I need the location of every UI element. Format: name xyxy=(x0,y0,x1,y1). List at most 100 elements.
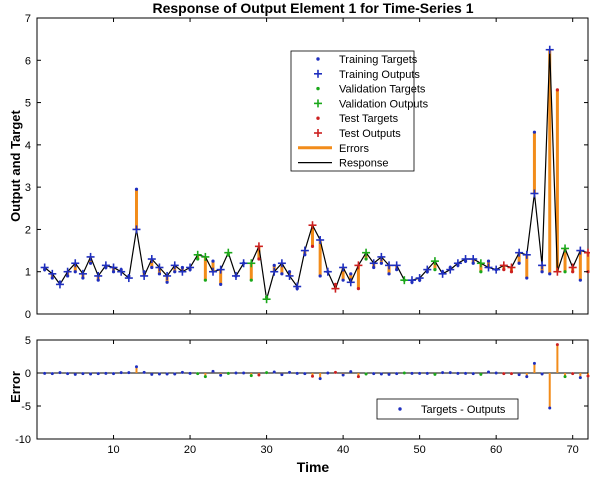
target-point-16 xyxy=(157,272,162,276)
output-marker-55 xyxy=(453,259,462,268)
error-point-33 xyxy=(288,370,292,374)
output-marker-36 xyxy=(308,221,317,230)
output-marker-72 xyxy=(584,248,590,257)
output-marker-61 xyxy=(499,261,508,270)
output-marker-12 xyxy=(124,274,133,283)
output-marker-34 xyxy=(293,282,302,291)
output-marker-14 xyxy=(140,271,149,280)
error-point-44 xyxy=(372,372,376,376)
output-marker-51 xyxy=(423,265,432,274)
target-point-64 xyxy=(525,276,529,280)
legend-marker-va-target xyxy=(316,86,320,91)
error-point-55 xyxy=(456,371,460,375)
error-point-11 xyxy=(119,371,123,375)
target-point-23 xyxy=(211,259,215,263)
target-point-32 xyxy=(280,272,284,276)
output-marker-5 xyxy=(71,259,80,268)
error-point-10 xyxy=(112,372,116,376)
error-point-59 xyxy=(487,370,491,374)
legend-marker-te-target xyxy=(316,116,320,120)
target-point-69 xyxy=(563,270,567,274)
output-marker-52 xyxy=(430,257,439,266)
error-y-tick-label: 5 xyxy=(25,335,31,347)
x-tick-label: 70 xyxy=(567,444,579,456)
target-point-66 xyxy=(540,270,544,274)
error-point-35 xyxy=(303,372,307,376)
error-point-24 xyxy=(219,373,223,377)
error-point-49 xyxy=(410,371,414,375)
output-marker-3 xyxy=(55,280,64,289)
legend-label: Training Targets xyxy=(339,54,418,66)
output-marker-25 xyxy=(224,248,233,257)
error-point-43 xyxy=(364,372,368,376)
output-marker-27 xyxy=(239,259,248,268)
output-marker-56 xyxy=(461,255,470,264)
error-y-tick-label: -5 xyxy=(21,401,31,413)
output-marker-21 xyxy=(193,250,202,259)
x-tick-label: 10 xyxy=(107,444,119,456)
error-point-18 xyxy=(173,372,177,376)
error-point-12 xyxy=(127,371,131,375)
output-marker-48 xyxy=(400,276,409,285)
target-point-59 xyxy=(486,259,491,263)
error-point-1 xyxy=(43,371,47,375)
error-chart: Error 50-5-10 10 20 30 40 50 60 70 Targets - O… xyxy=(8,335,590,475)
output-marker-58 xyxy=(476,259,485,268)
error-plot-frame xyxy=(36,339,589,440)
error-point-48 xyxy=(402,371,406,375)
error-point-25 xyxy=(226,371,230,375)
output-marker-33 xyxy=(285,271,294,280)
error-point-30 xyxy=(265,371,269,375)
x-axis-label: Time xyxy=(297,459,330,475)
main-y-tick-label: 6 xyxy=(25,55,31,67)
output-marker-1 xyxy=(40,263,49,272)
error-legend-marker xyxy=(398,407,402,411)
error-point-66 xyxy=(540,372,544,376)
output-marker-19 xyxy=(178,267,187,276)
main-legend: Training Targets Training Outputs Validati… xyxy=(290,50,429,172)
error-point-69 xyxy=(563,375,567,379)
output-marker-65 xyxy=(530,189,539,198)
legend-label: Response xyxy=(339,158,389,170)
error-point-70 xyxy=(571,372,575,376)
output-marker-69 xyxy=(561,244,570,253)
x-tick-label: 60 xyxy=(490,444,502,456)
error-point-56 xyxy=(464,371,468,375)
output-marker-47 xyxy=(392,261,401,270)
chart-title: Response of Output Element 1 for Time-Se… xyxy=(152,0,473,16)
output-marker-59 xyxy=(484,263,493,272)
main-y-tick-label: 1 xyxy=(25,267,31,279)
error-point-2 xyxy=(50,372,54,376)
target-point-67 xyxy=(548,272,552,276)
error-point-50 xyxy=(418,371,422,375)
target-point-24 xyxy=(219,282,223,286)
error-point-36 xyxy=(311,374,314,378)
error-point-45 xyxy=(379,372,383,376)
target-point-31 xyxy=(272,263,276,267)
legend-label: Validation Targets xyxy=(339,84,426,96)
target-point-13 xyxy=(134,187,139,191)
error-point-54 xyxy=(448,371,452,375)
error-point-15 xyxy=(150,372,154,376)
main-y-tick-label: 5 xyxy=(25,98,31,110)
legend-label: Training Outputs xyxy=(339,69,420,81)
error-y-axis-label: Error xyxy=(8,371,23,403)
error-point-63 xyxy=(517,373,521,377)
error-point-42 xyxy=(356,375,360,379)
error-point-9 xyxy=(104,371,108,375)
output-marker-68 xyxy=(553,267,562,276)
target-point-43 xyxy=(364,257,368,261)
output-marker-39 xyxy=(331,284,340,293)
output-marker-38 xyxy=(323,267,332,276)
main-y-ticks: 0 1 2 3 4 5 6 7 xyxy=(25,13,588,321)
output-marker-18 xyxy=(170,261,179,270)
output-marker-40 xyxy=(339,263,348,272)
target-point-65 xyxy=(532,130,537,134)
error-point-14 xyxy=(142,370,146,374)
target-point-46 xyxy=(387,272,391,276)
target-point-39 xyxy=(333,282,338,286)
output-marker-43 xyxy=(362,248,371,257)
output-marker-63 xyxy=(515,248,524,257)
error-point-37 xyxy=(318,377,322,381)
legend-label: Errors xyxy=(339,143,369,155)
